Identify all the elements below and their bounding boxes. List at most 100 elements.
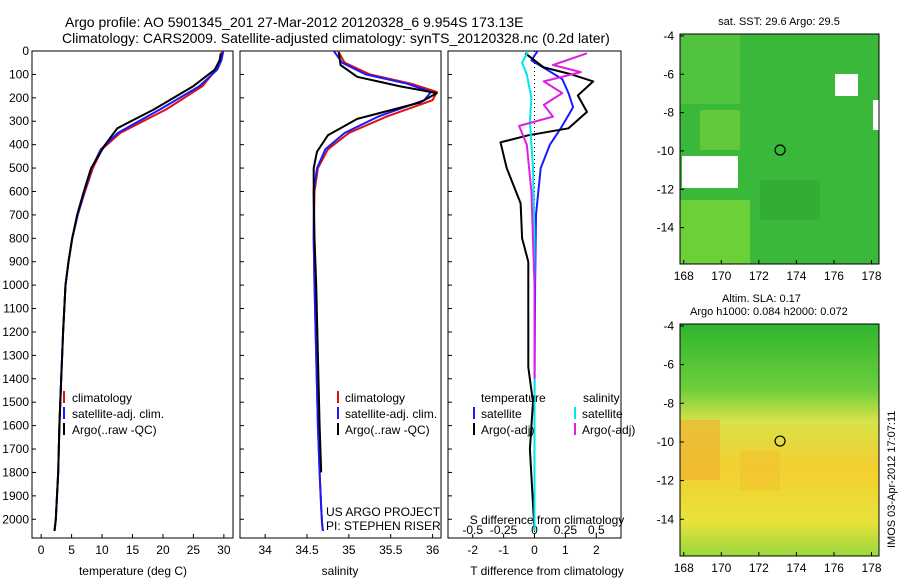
climatology-title: Climatology: CARS2009. Satellite-adjuste… <box>62 30 610 46</box>
legend-s-argo: Argo(-adj) <box>582 423 635 437</box>
difference-series-salinity-argo-adj- <box>518 52 588 379</box>
map-lat-label: -12 <box>657 474 675 488</box>
float-position-marker <box>774 144 786 156</box>
sla-map-frame <box>679 323 880 557</box>
x-tick-label: 25 <box>187 543 201 557</box>
depth-tick-label: 600 <box>9 184 29 198</box>
map-lat-label: -6 <box>663 67 674 81</box>
top-tick-label: -0.5 <box>462 523 483 537</box>
legend-t-argo: Argo(-adj) <box>481 423 534 437</box>
legend-climatology: climatology <box>345 391 405 405</box>
sla-map-shade <box>680 420 720 480</box>
sst-map <box>679 33 880 265</box>
depth-tick-label: 2000 <box>2 512 29 526</box>
salinity-series-argo-raw-qc- <box>312 52 438 473</box>
map-lon-label: 176 <box>824 269 844 283</box>
sst-map-frame <box>679 33 880 265</box>
x-tick-label: 0 <box>38 543 45 557</box>
map-lat-label: -10 <box>657 435 675 449</box>
depth-tick-label: 1100 <box>3 302 29 316</box>
map-lat-label: -14 <box>657 221 675 235</box>
map-lat-label: -8 <box>663 106 674 120</box>
depth-tick-label: 500 <box>9 161 29 175</box>
map-lat-label: -14 <box>657 512 675 526</box>
map-lat-label: -4 <box>663 319 674 333</box>
temperature-plot-area <box>53 51 225 532</box>
map-lat-label: -4 <box>663 29 674 43</box>
legend-climatology: climatology <box>72 391 132 405</box>
temperature-axis-label: temperature (deg C) <box>79 564 187 578</box>
salinity-series-climatology <box>312 51 438 532</box>
map-lat-label: -10 <box>657 144 675 158</box>
depth-tick-label: 1200 <box>2 325 29 339</box>
x-tick-label: 35 <box>342 543 356 557</box>
s-difference-axis-label: S difference from climatology <box>470 513 625 527</box>
x-tick-label: 36 <box>426 543 440 557</box>
depth-tick-label: 100 <box>9 67 29 81</box>
legend-satellite: satellite-adj. clim. <box>345 407 437 421</box>
x-tick-label: 5 <box>68 543 75 557</box>
map-lon-label: 178 <box>861 561 881 575</box>
sst-map-shade <box>680 200 750 264</box>
depth-tick-label: 200 <box>9 91 29 105</box>
map-lon-label: 174 <box>786 561 806 575</box>
depth-tick-label: 0 <box>22 44 29 58</box>
x-tick-label: 15 <box>126 543 140 557</box>
x-tick-label: 10 <box>95 543 109 557</box>
map-lat-label: -12 <box>657 182 675 196</box>
sst-map-shade <box>680 34 740 104</box>
legend-title-temperature: temperature <box>481 391 546 405</box>
depth-tick-label: 700 <box>9 208 29 222</box>
map-lon-label: 170 <box>711 269 731 283</box>
salinity-panel-frame <box>239 50 442 539</box>
x-tick-label: 35.5 <box>379 543 403 557</box>
map-lon-label: 172 <box>749 269 769 283</box>
salinity-plot-area <box>312 51 438 532</box>
sla-map-shade <box>740 450 780 490</box>
legend-t-satellite: satellite <box>481 407 522 421</box>
legend-argo: Argo(..raw -QC) <box>345 423 430 437</box>
map-lat-label: -8 <box>663 396 674 410</box>
x-tick-label: -1 <box>498 543 509 557</box>
top-tick-label: 0.25 <box>554 523 578 537</box>
depth-tick-label: 1700 <box>2 442 29 456</box>
pi-credit: PI: STEPHEN RISER <box>326 519 441 533</box>
map-lon-label: 172 <box>749 561 769 575</box>
sst-map-shade <box>760 180 820 220</box>
sst-map-shade <box>700 110 740 150</box>
top-tick-label: -0.25 <box>490 523 518 537</box>
x-tick-label: 0 <box>531 543 538 557</box>
difference-legend: temperature salinity satellite Argo(-adj… <box>473 391 635 437</box>
depth-tick-label: 1000 <box>2 278 29 292</box>
x-tick-label: 30 <box>217 543 231 557</box>
difference-series-temperature-argo-adj- <box>499 52 595 532</box>
map-lat-label: -6 <box>663 358 674 372</box>
x-tick-label: 1 <box>562 543 569 557</box>
cloud-mask <box>835 74 858 96</box>
depth-tick-label: 1800 <box>2 465 29 479</box>
salinity-legend: climatology satellite-adj. clim. Argo(..… <box>326 391 441 533</box>
temperature-series-climatology <box>53 51 223 532</box>
legend-title-salinity: salinity <box>583 391 620 405</box>
temperature-series-argo-raw-qc- <box>53 53 222 532</box>
salinity-axis-label: salinity <box>322 564 359 578</box>
map-lon-label: 174 <box>786 269 806 283</box>
depth-tick-label: 1400 <box>2 372 29 386</box>
x-tick-label: 34.5 <box>295 543 319 557</box>
x-tick-label: 20 <box>156 543 170 557</box>
legend-satellite: satellite-adj. clim. <box>72 407 164 421</box>
x-tick-label: -2 <box>467 543 478 557</box>
top-tick-label: 0.5 <box>588 523 605 537</box>
map-lon-label: 168 <box>674 269 694 283</box>
t-difference-axis-label: T difference from climatology <box>470 564 624 578</box>
float-position-marker <box>774 435 786 447</box>
project-credit: US ARGO PROJECT <box>326 505 441 519</box>
depth-tick-label: 1300 <box>2 348 29 362</box>
sla-map <box>679 323 880 557</box>
depth-tick-label: 300 <box>9 114 29 128</box>
depth-tick-label: 1600 <box>2 419 29 433</box>
difference-series-temperature-satellite <box>530 51 575 531</box>
cloud-mask <box>682 156 738 188</box>
depth-tick-label: 1900 <box>2 489 29 503</box>
